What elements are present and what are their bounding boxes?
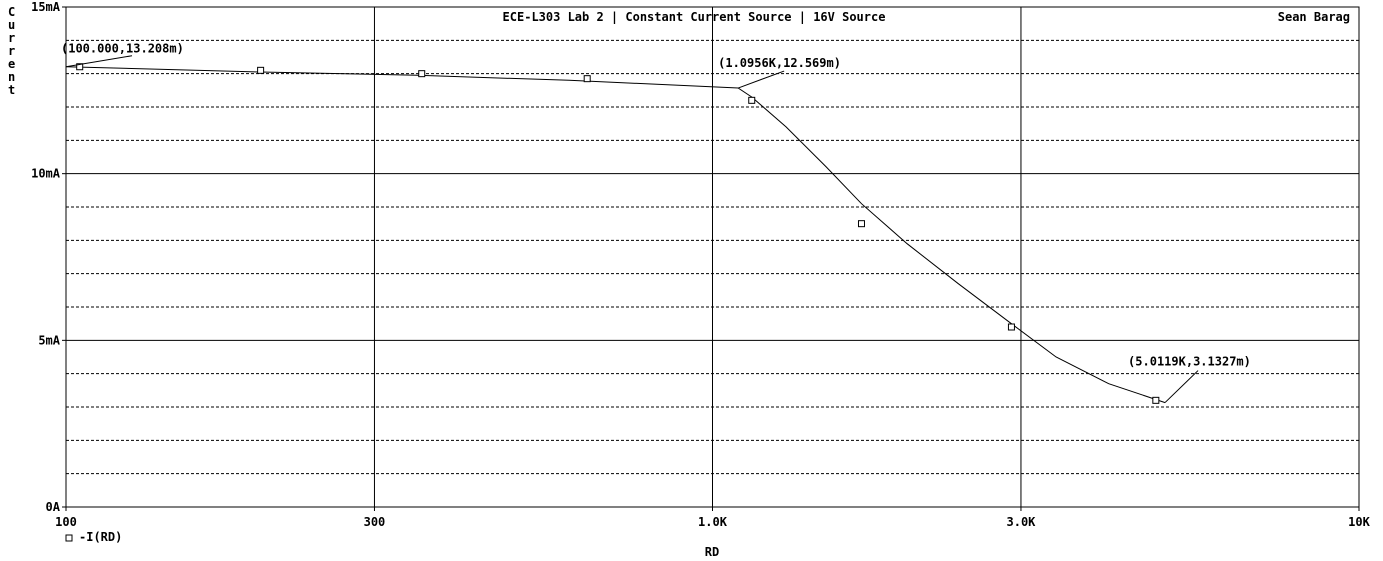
- chart-author: Sean Barag: [1278, 10, 1350, 24]
- y-tick-label: 10mA: [31, 167, 61, 181]
- y-tick-label: 0A: [46, 500, 61, 514]
- series-line: [65, 66, 1166, 404]
- data-point-marker: [583, 75, 591, 83]
- x-tick-label: 100: [55, 515, 77, 529]
- series-markers: [76, 63, 1160, 404]
- y-axis-label-char: r: [8, 31, 15, 45]
- data-point-marker: [1007, 323, 1015, 331]
- y-axis-label-char: n: [8, 70, 15, 84]
- annotation-leader: [737, 70, 785, 89]
- grid: [66, 7, 1359, 507]
- annotation-label: (100.000,13.208m): [61, 42, 184, 56]
- y-axis-label-char: e: [8, 57, 15, 71]
- annotation-label: (5.0119K,3.1327m): [1128, 355, 1251, 369]
- x-tick-label: 300: [364, 515, 386, 529]
- annotations: (100.000,13.208m) (1.0956K,12.569m) (5.011…: [61, 42, 1251, 403]
- data-point-marker: [748, 96, 756, 104]
- legend-label: -I(RD): [79, 530, 122, 544]
- axis-ticks: 0A 5mA 10mA 15mA 100 300 1.0K 3.0K 10K: [31, 0, 1371, 529]
- legend-marker: [65, 534, 73, 542]
- x-tick-label: 3.0K: [1007, 515, 1037, 529]
- y-axis-label-char: r: [8, 44, 15, 58]
- y-tick-label: 5mA: [38, 333, 60, 347]
- y-tick-label: 15mA: [31, 0, 61, 14]
- data-point-marker: [76, 63, 84, 71]
- data-point-marker: [257, 66, 265, 74]
- data-point-marker: [1152, 396, 1160, 404]
- annotation-leader: [65, 55, 133, 68]
- y-axis-label-char: C: [8, 5, 15, 19]
- x-tick-label: 1.0K: [698, 515, 728, 529]
- x-tick-label: 10K: [1348, 515, 1370, 529]
- y-axis-label-char: u: [8, 18, 15, 32]
- x-axis-label: RD: [705, 545, 719, 559]
- data-point-marker: [857, 220, 865, 228]
- annotation-label: (1.0956K,12.569m): [718, 56, 841, 70]
- chart-title: ECE-L303 Lab 2 | Constant Current Source…: [503, 10, 886, 24]
- annotation-leader: [1164, 370, 1199, 403]
- y-axis-label-char: t: [8, 83, 15, 97]
- data-point-marker: [418, 70, 426, 78]
